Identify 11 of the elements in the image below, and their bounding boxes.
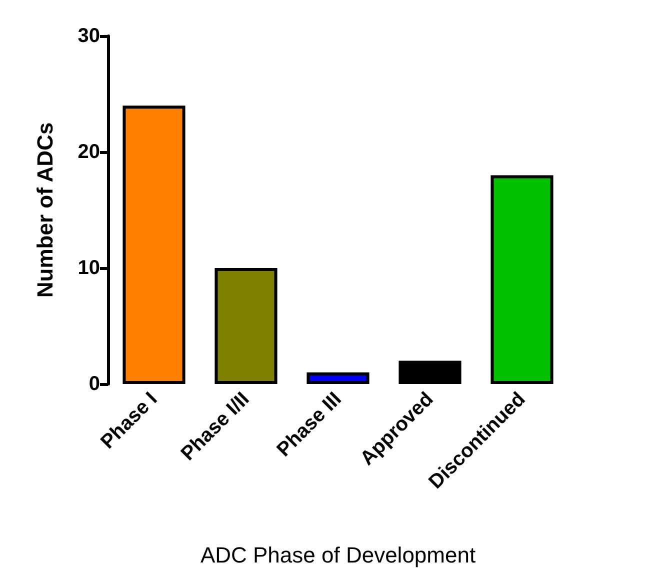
bar: [214, 268, 278, 384]
y-tick-label: 20: [78, 141, 100, 163]
y-tick-label: 10: [78, 257, 100, 279]
bar: [490, 175, 554, 384]
bar: [122, 106, 186, 384]
x-axis-title: ADC Phase of Development: [200, 542, 476, 568]
y-tick-label: 0: [88, 373, 100, 395]
bar: [398, 360, 462, 384]
bar: [306, 372, 370, 384]
y-axis-title: Number of ADCs: [32, 122, 58, 298]
y-tick-label: 30: [78, 25, 100, 47]
